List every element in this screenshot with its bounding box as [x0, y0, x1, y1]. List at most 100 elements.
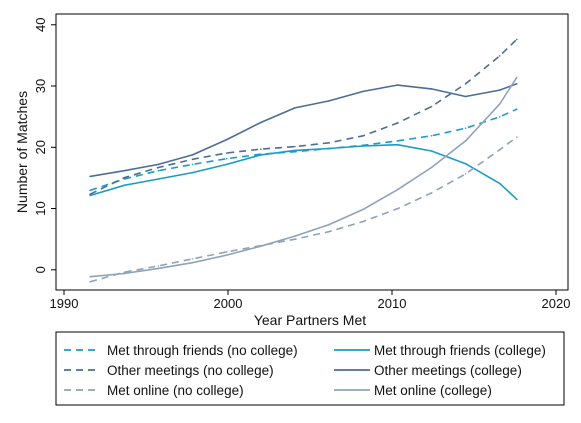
data-point-met-through-friends-no-college-2004 — [294, 150, 296, 153]
data-point-met-through-friends-no-college-2016 — [498, 116, 501, 118]
data-point-met-through-friends-college-1992 — [89, 194, 91, 197]
series-line-other-meetings-college — [89, 83, 518, 178]
data-point-met-online-no-college-2010 — [396, 208, 399, 210]
data-point-other-meetings-college-1994 — [123, 169, 126, 172]
legend-label-other-college: Other meetings (college) — [374, 363, 522, 378]
series-line-met-through-friends-no-college — [89, 108, 518, 192]
legend-label-other-no-college: Other meetings (no college) — [107, 363, 274, 378]
y-tick-label-40: 40 — [33, 18, 48, 32]
data-point-other-meetings-no-college-2002 — [260, 148, 262, 150]
data-point-met-through-friends-college-2012 — [430, 150, 433, 152]
data-point-met-online-college-2000 — [225, 254, 228, 256]
x-tick-label-2020: 2020 — [542, 296, 571, 311]
data-point-met-through-friends-no-college-1996 — [157, 169, 160, 172]
data-point-other-meetings-college-2002 — [260, 121, 262, 124]
data-point-met-through-friends-college-2002 — [260, 154, 262, 156]
x-tick-label-2010: 2010 — [378, 296, 407, 311]
data-point-other-meetings-no-college-2010 — [396, 122, 399, 124]
data-point-met-online-no-college-2004 — [294, 238, 296, 240]
data-point-other-meetings-no-college-2004 — [294, 145, 296, 148]
legend: Met through friends (no college) Met thr… — [55, 331, 565, 406]
data-point-met-online-no-college-2008 — [362, 220, 365, 223]
series-line-other-meetings-no-college — [89, 38, 518, 195]
x-tick-label-1990: 1990 — [50, 296, 79, 311]
legend-label-online-college: Met online (college) — [374, 383, 492, 398]
x-axis-title: Year Partners Met — [254, 312, 366, 328]
data-point-met-online-no-college-1996 — [157, 265, 160, 267]
data-point-met-online-college-2002 — [260, 245, 262, 247]
legend-label-friends-college: Met through friends (college) — [374, 343, 546, 358]
data-point-met-through-friends-no-college-1998 — [191, 163, 194, 166]
data-point-other-meetings-no-college-2006 — [328, 142, 330, 144]
legend-label-online-no-college: Met online (no college) — [107, 383, 244, 398]
data-point-met-through-friends-college-2000 — [225, 163, 228, 166]
data-point-met-online-college-2014 — [464, 140, 467, 142]
data-point-other-meetings-college-2000 — [225, 138, 228, 141]
data-point-met-online-no-college-1998 — [191, 258, 194, 260]
series-line-met-online-college — [90, 76, 518, 278]
data-point-other-meetings-college-2010 — [396, 84, 399, 86]
data-point-other-meetings-no-college-2000 — [225, 152, 228, 154]
data-point-met-through-friends-college-2014 — [464, 162, 467, 165]
data-point-met-through-friends-college-2017 — [516, 198, 518, 201]
data-point-met-online-college-1998 — [191, 261, 194, 264]
data-point-met-through-friends-college-1998 — [191, 171, 194, 174]
data-point-other-meetings-college-1992 — [89, 175, 91, 178]
data-point-met-online-college-2008 — [362, 208, 365, 211]
data-point-met-through-friends-no-college-2012 — [430, 135, 433, 137]
y-tick-label-30: 30 — [33, 79, 48, 93]
data-point-met-online-no-college-1994 — [123, 271, 126, 274]
legend-box — [55, 331, 565, 406]
y-tick-label-20: 20 — [33, 140, 48, 154]
data-point-met-through-friends-college-2006 — [328, 147, 330, 150]
data-point-other-meetings-college-2017 — [516, 83, 518, 85]
data-point-met-online-no-college-2016 — [498, 149, 501, 151]
legend-label-friends-no-college: Met through friends (no college) — [107, 343, 298, 358]
data-point-met-through-friends-college-2004 — [294, 149, 296, 152]
data-point-met-online-college-2006 — [328, 223, 330, 226]
data-point-met-online-no-college-2000 — [225, 251, 228, 253]
data-point-other-meetings-college-2016 — [498, 89, 501, 91]
y-axis: 0 10 20 30 40 Number of Matches — [14, 18, 56, 273]
data-point-other-meetings-college-1998 — [191, 154, 194, 156]
data-point-met-through-friends-college-1994 — [123, 184, 126, 187]
data-point-met-online-college-1992 — [89, 275, 91, 278]
data-point-met-through-friends-no-college-1992 — [89, 189, 91, 192]
data-point-other-meetings-no-college-1994 — [123, 176, 126, 179]
data-point-met-through-friends-college-2016 — [498, 182, 501, 185]
data-point-other-meetings-college-2012 — [430, 88, 433, 90]
data-point-other-meetings-no-college-2014 — [464, 83, 467, 85]
data-point-met-through-friends-no-college-2000 — [225, 157, 228, 160]
data-point-other-meetings-no-college-2012 — [430, 105, 433, 108]
series-lines — [89, 38, 518, 283]
data-point-other-meetings-no-college-2016 — [498, 55, 501, 57]
data-point-met-online-college-1996 — [157, 267, 160, 270]
y-axis-title: Number of Matches — [14, 91, 30, 213]
series-line-met-online-no-college — [89, 136, 518, 283]
series-line-met-through-friends-college — [89, 143, 518, 200]
data-point-met-through-friends-no-college-2017 — [516, 108, 518, 110]
data-point-met-online-college-2012 — [430, 166, 433, 169]
plot-area-frame — [55, 13, 569, 291]
data-point-met-online-no-college-1992 — [89, 281, 91, 283]
data-point-met-online-no-college-2012 — [430, 192, 433, 194]
data-point-other-meetings-college-2014 — [464, 95, 467, 98]
data-point-met-online-college-1994 — [123, 272, 126, 275]
data-point-met-online-college-2010 — [396, 189, 399, 191]
x-tick-label-2000: 2000 — [214, 296, 243, 311]
y-tick-label-10: 10 — [33, 201, 48, 215]
data-point-other-meetings-college-2008 — [362, 90, 365, 93]
data-point-met-through-friends-no-college-2014 — [464, 127, 467, 129]
data-point-met-through-friends-college-2010 — [396, 143, 399, 146]
data-point-met-online-college-2017 — [516, 76, 518, 79]
data-point-met-online-college-2004 — [294, 235, 296, 237]
data-point-other-meetings-no-college-2017 — [516, 38, 518, 41]
data-point-met-through-friends-no-college-2010 — [396, 140, 399, 142]
y-tick-label-0: 0 — [33, 266, 48, 273]
data-point-met-through-friends-college-2008 — [362, 145, 365, 147]
data-point-met-online-no-college-2014 — [464, 173, 467, 175]
data-point-other-meetings-no-college-1996 — [157, 166, 160, 169]
data-point-other-meetings-college-2006 — [328, 100, 330, 102]
data-point-other-meetings-college-1996 — [157, 163, 160, 166]
